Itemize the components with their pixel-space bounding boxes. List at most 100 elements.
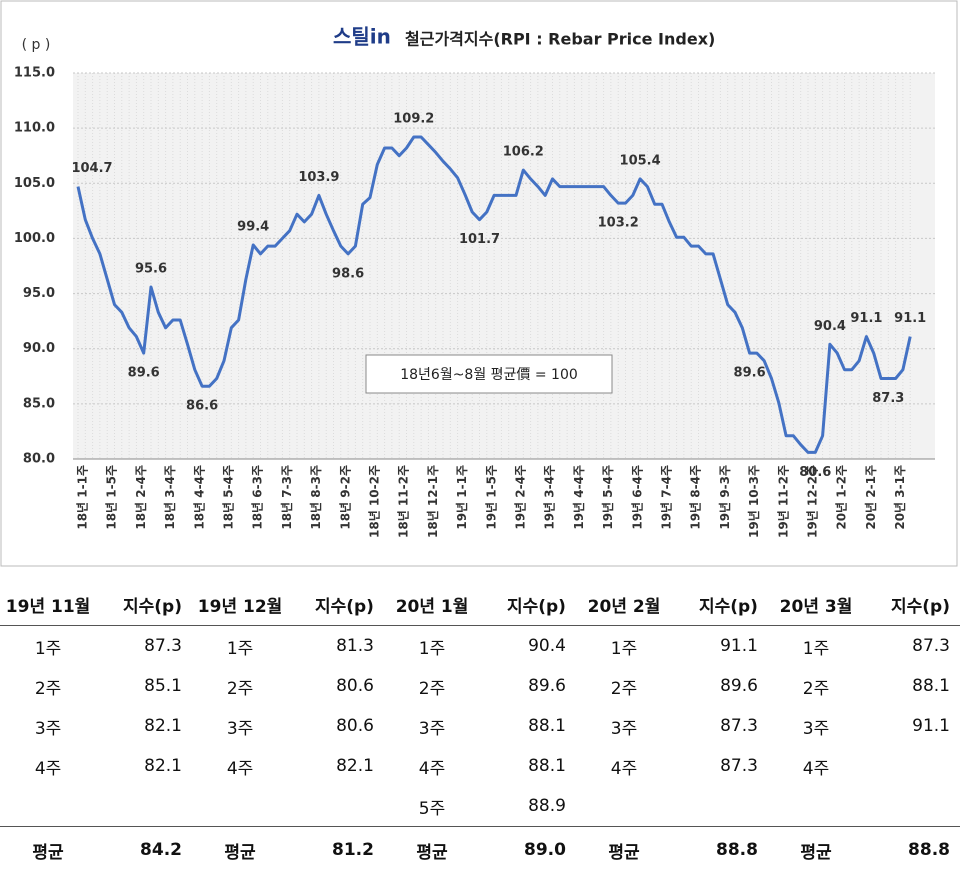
x-tick-label: 18년 5-4주 [222,465,236,530]
cell-label: 1주 [192,626,288,667]
cell-label: 4주 [192,746,288,786]
cell-value: 91.1 [672,626,768,667]
x-tick-label: 19년 7-4주 [660,465,674,530]
x-tick-label: 18년 12-1주 [426,465,440,538]
cell-label: 3주 [0,706,96,746]
data-label: 89.6 [128,366,160,381]
x-tick-label: 18년 3-4주 [163,465,177,530]
cell-label: 1주 [768,626,864,667]
data-label: 91.1 [850,311,882,326]
cell-value: 88.1 [480,706,576,746]
y-tick-label: 95.0 [23,286,55,301]
x-tick-label: 19년 9-3주 [718,465,732,530]
cell-label: 3주 [576,706,672,746]
y-tick-label: 110.0 [14,121,55,136]
cell-label: 2주 [576,666,672,706]
x-tick-label: 19년 10-3주 [747,465,761,538]
cell-value [288,786,384,827]
x-tick-label: 20년 3-1주 [893,465,907,530]
cell-value: 지수(p) [480,583,576,626]
cell-label: 4주 [576,746,672,786]
data-label: 103.2 [598,216,639,231]
data-label: 98.6 [332,266,364,281]
cell-label: 3주 [192,706,288,746]
cell-value: 82.1 [96,746,192,786]
x-tick-label: 18년 1-5주 [105,465,119,530]
x-tick-label: 19년 1-5주 [484,465,498,530]
cell-value: 87.3 [96,626,192,667]
x-tick-label: 18년 1-1주 [76,465,90,530]
cell-value: 지수(p) [288,583,384,626]
brand: 스틸in [333,25,391,49]
x-tick-label: 19년 1-1주 [455,465,469,530]
cell-value: 89.0 [480,827,576,873]
cell-label: 20년 1월 [384,583,480,626]
data-label: 95.6 [135,261,167,276]
data-label: 103.9 [298,170,339,185]
annotation: 18년6월~8월 평균價 = 100 [400,366,578,383]
cell-value: 88.8 [672,827,768,873]
y-tick-label: 115.0 [14,66,55,81]
cell-value: 85.1 [96,666,192,706]
cell-label: 3주 [768,706,864,746]
x-tick-label: 18년 9-2주 [338,465,352,530]
cell-value: 88.1 [480,746,576,786]
x-tick-label: 19년 2-4주 [514,465,528,530]
y-axis-label: ( p ) [22,37,51,53]
x-tick-label: 19년 8-4주 [689,465,703,530]
cell-label: 2주 [192,666,288,706]
cell-value: 81.3 [288,626,384,667]
y-tick-label: 100.0 [14,231,55,246]
cell-label: 20년 2월 [576,583,672,626]
cell-value [672,786,768,827]
cell-value [864,746,960,786]
cell-value: 88.8 [864,827,960,873]
cell-label [768,786,864,827]
cell-value: 90.4 [480,626,576,667]
x-tick-label: 18년 11-2주 [397,465,411,538]
y-tick-label: 105.0 [14,176,55,191]
data-label: 80.6 [799,465,831,480]
x-tick-label: 18년 2-4주 [134,465,148,530]
x-tick-label: 18년 10-2주 [368,465,382,538]
cell-label: 2주 [0,666,96,706]
cell-value: 지수(p) [672,583,768,626]
cell-value: 82.1 [96,706,192,746]
data-label: 105.4 [620,153,661,168]
cell-value: 88.1 [864,666,960,706]
y-tick-label: 90.0 [23,341,55,356]
cell-label: 3주 [384,706,480,746]
cell-label [576,786,672,827]
x-tick-label: 18년 8-3주 [309,465,323,530]
data-label: 91.1 [894,311,926,326]
cell-label: 4주 [384,746,480,786]
cell-label: 4주 [768,746,864,786]
cell-label: 5주 [384,786,480,827]
x-tick-label: 19년 4-4주 [572,465,586,530]
x-tick-label: 18년 7-3주 [280,465,294,530]
cell-value: 87.3 [672,746,768,786]
data-label: 104.7 [71,161,112,176]
y-tick-label: 80.0 [23,452,55,467]
data-label: 99.4 [237,220,269,235]
chart: 스틸in 철근가격지수(RPI : Rebar Price Index) ( p… [0,0,960,570]
chart-title: 철근가격지수(RPI : Rebar Price Index) [405,30,715,49]
data-label: 106.2 [503,145,544,160]
x-tick-label: 19년 3-4주 [543,465,557,530]
cell-value: 87.3 [672,706,768,746]
cell-label: 4주 [0,746,96,786]
cell-label: 19년 12월 [192,583,288,626]
x-tick-label: 18년 6-3주 [251,465,265,530]
cell-label: 평균 [768,827,864,873]
cell-label: 1주 [576,626,672,667]
cell-value: 89.6 [480,666,576,706]
cell-label: 평균 [576,827,672,873]
cell-value: 80.6 [288,666,384,706]
cell-label: 평균 [384,827,480,873]
